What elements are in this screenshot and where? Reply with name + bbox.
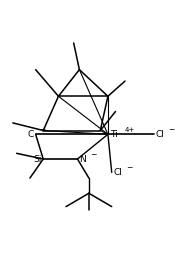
Text: C: C [27, 130, 34, 139]
Text: 4+: 4+ [125, 127, 135, 133]
Text: −: − [126, 163, 132, 172]
Text: Cl: Cl [156, 130, 164, 139]
Text: −: − [39, 125, 46, 134]
Text: Ti: Ti [110, 130, 118, 139]
Text: −: − [168, 125, 174, 134]
Text: N: N [79, 155, 86, 164]
Text: Si: Si [33, 155, 41, 164]
Text: Cl: Cl [114, 168, 123, 177]
Text: −: − [90, 150, 96, 159]
